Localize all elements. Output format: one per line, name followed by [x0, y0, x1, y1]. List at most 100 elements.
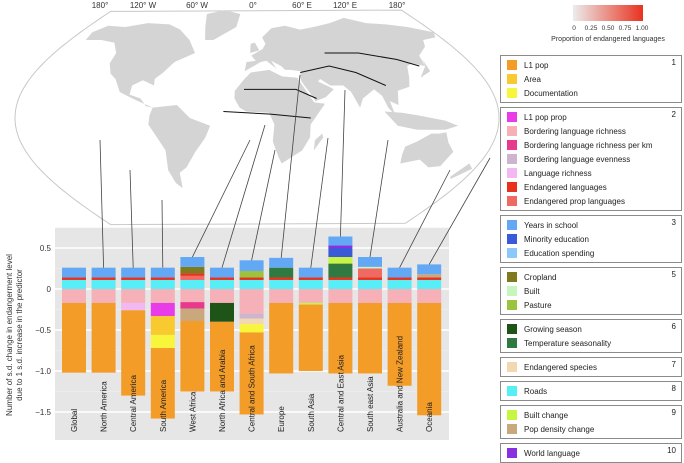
legend-item: Area	[507, 72, 677, 86]
legend-group-number: 10	[667, 446, 676, 455]
bar-segment	[210, 302, 234, 322]
bar-segment	[417, 264, 442, 275]
legend-swatch	[507, 234, 517, 244]
legend-item: L1 pop	[507, 58, 677, 72]
colorbar-tick-label: 0.75	[619, 25, 632, 32]
legend-item: Education spending	[507, 246, 677, 260]
bar-segment	[121, 267, 146, 278]
y-tick-label: 0.5	[40, 244, 52, 253]
y-tick-label: 0	[47, 285, 52, 294]
x-category-label: North Africa and Arabia	[218, 349, 227, 432]
legend-item: Built change	[507, 408, 677, 422]
longitude-label: 180°	[92, 1, 109, 10]
bar-central-and-east-asia	[328, 236, 353, 374]
x-category-label: Central and South Africa	[248, 345, 257, 432]
legend-label: Endangered prop languages	[524, 196, 625, 206]
bar-segment	[180, 257, 205, 267]
bar-segment	[358, 279, 382, 289]
bar-global	[62, 267, 86, 373]
bar-segment	[210, 267, 234, 278]
bar-segment	[150, 348, 175, 419]
connector-lines	[99, 74, 491, 268]
bar-segment	[62, 279, 86, 289]
bar-segment	[328, 236, 353, 246]
legend-swatch	[507, 168, 517, 178]
legend-swatch	[507, 448, 517, 458]
bar-australia-and-new-zealand	[387, 267, 412, 386]
bar-oceania	[417, 264, 442, 416]
legend-group-7: 7 Endangered species	[500, 357, 682, 377]
legend-swatch	[507, 74, 517, 84]
longitude-label: 180°	[389, 1, 406, 10]
bar-segment	[387, 277, 412, 280]
legend-group-8: 8 Roads	[500, 381, 682, 401]
x-category-label: South east Asia	[366, 376, 375, 432]
region-border	[300, 65, 386, 86]
longitude-label: 120° E	[333, 1, 357, 10]
bar-south-east-asia	[358, 257, 382, 374]
bar-segment	[269, 277, 294, 280]
bar-segment	[328, 289, 353, 303]
bar-segment	[269, 302, 294, 374]
legend-swatch	[507, 272, 517, 282]
y-axis-label: due to 1 s.d. increase in the predictor	[15, 269, 24, 401]
bar-segment	[91, 277, 116, 280]
bar-segment	[62, 302, 86, 373]
bar-north-america	[91, 267, 116, 373]
bar-segment	[417, 302, 442, 416]
bar-segment	[150, 334, 175, 349]
bar-segment	[328, 263, 353, 278]
legend-label: Cropland	[524, 272, 557, 282]
legend-group-number: 1	[671, 58, 676, 67]
legend-item: Pasture	[507, 298, 677, 312]
bar-segment	[328, 277, 353, 280]
region-border	[324, 52, 420, 67]
legend-label: Pasture	[524, 300, 552, 310]
land-indonesia	[384, 111, 459, 130]
connector-line	[399, 169, 451, 268]
legend-label: Endangered languages	[524, 182, 607, 192]
x-category-label: Central America	[129, 375, 138, 432]
legend-swatch	[507, 300, 517, 310]
legend-swatch	[507, 154, 517, 164]
legend-swatch	[507, 248, 517, 258]
legend-swatch	[507, 386, 517, 396]
legend: 1 L1 pop Area Documentation 2 L1 pop prop Bord…	[500, 55, 682, 463]
bar-segment	[298, 304, 323, 371]
longitude-label: 60° E	[292, 1, 312, 10]
bar-segment	[298, 267, 323, 278]
connector-line	[310, 137, 329, 268]
region-borders	[223, 52, 420, 119]
legend-item: Pop density change	[507, 422, 677, 436]
bar-segment	[417, 274, 442, 278]
bar-segment	[91, 279, 116, 289]
bar-segment	[239, 318, 264, 325]
x-category-label: Oceania	[425, 402, 434, 432]
stacked-bar-chart: 0.5 0 −0.5 −1.0 −1.5 Number of s.d. change in…	[5, 227, 449, 440]
bar-north-africa-and-arabia	[210, 267, 234, 392]
legend-item: Endangered prop languages	[507, 194, 677, 208]
legend-item: World language	[507, 446, 677, 460]
bar-segment	[417, 277, 442, 280]
colorbar-title: Proportion of endangered languages	[551, 36, 665, 43]
x-category-label: Europe	[277, 406, 286, 432]
bar-segment	[239, 270, 264, 278]
legend-label: Minority education	[524, 234, 589, 244]
legend-group-5: 5 Cropland Built Pasture	[500, 267, 682, 315]
legend-swatch	[507, 182, 517, 192]
legend-item: Bordering language evenness	[507, 152, 677, 166]
legend-swatch	[507, 362, 517, 372]
bar-segment	[210, 289, 234, 303]
bar-segment	[269, 267, 294, 278]
legend-label: Built	[524, 286, 540, 296]
bar-segment	[91, 267, 116, 278]
legend-group-number: 5	[671, 270, 676, 279]
x-category-label: Australia and New Zealand	[396, 336, 405, 432]
connector-line	[280, 74, 301, 258]
region-border	[223, 111, 311, 119]
bar-segment	[91, 302, 116, 373]
legend-swatch	[507, 286, 517, 296]
legend-item: Language richness	[507, 166, 677, 180]
bar-segment	[121, 310, 146, 396]
bar-segment	[269, 289, 294, 303]
